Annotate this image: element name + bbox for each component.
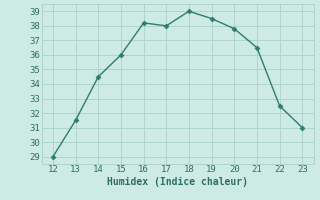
X-axis label: Humidex (Indice chaleur): Humidex (Indice chaleur) xyxy=(107,177,248,187)
